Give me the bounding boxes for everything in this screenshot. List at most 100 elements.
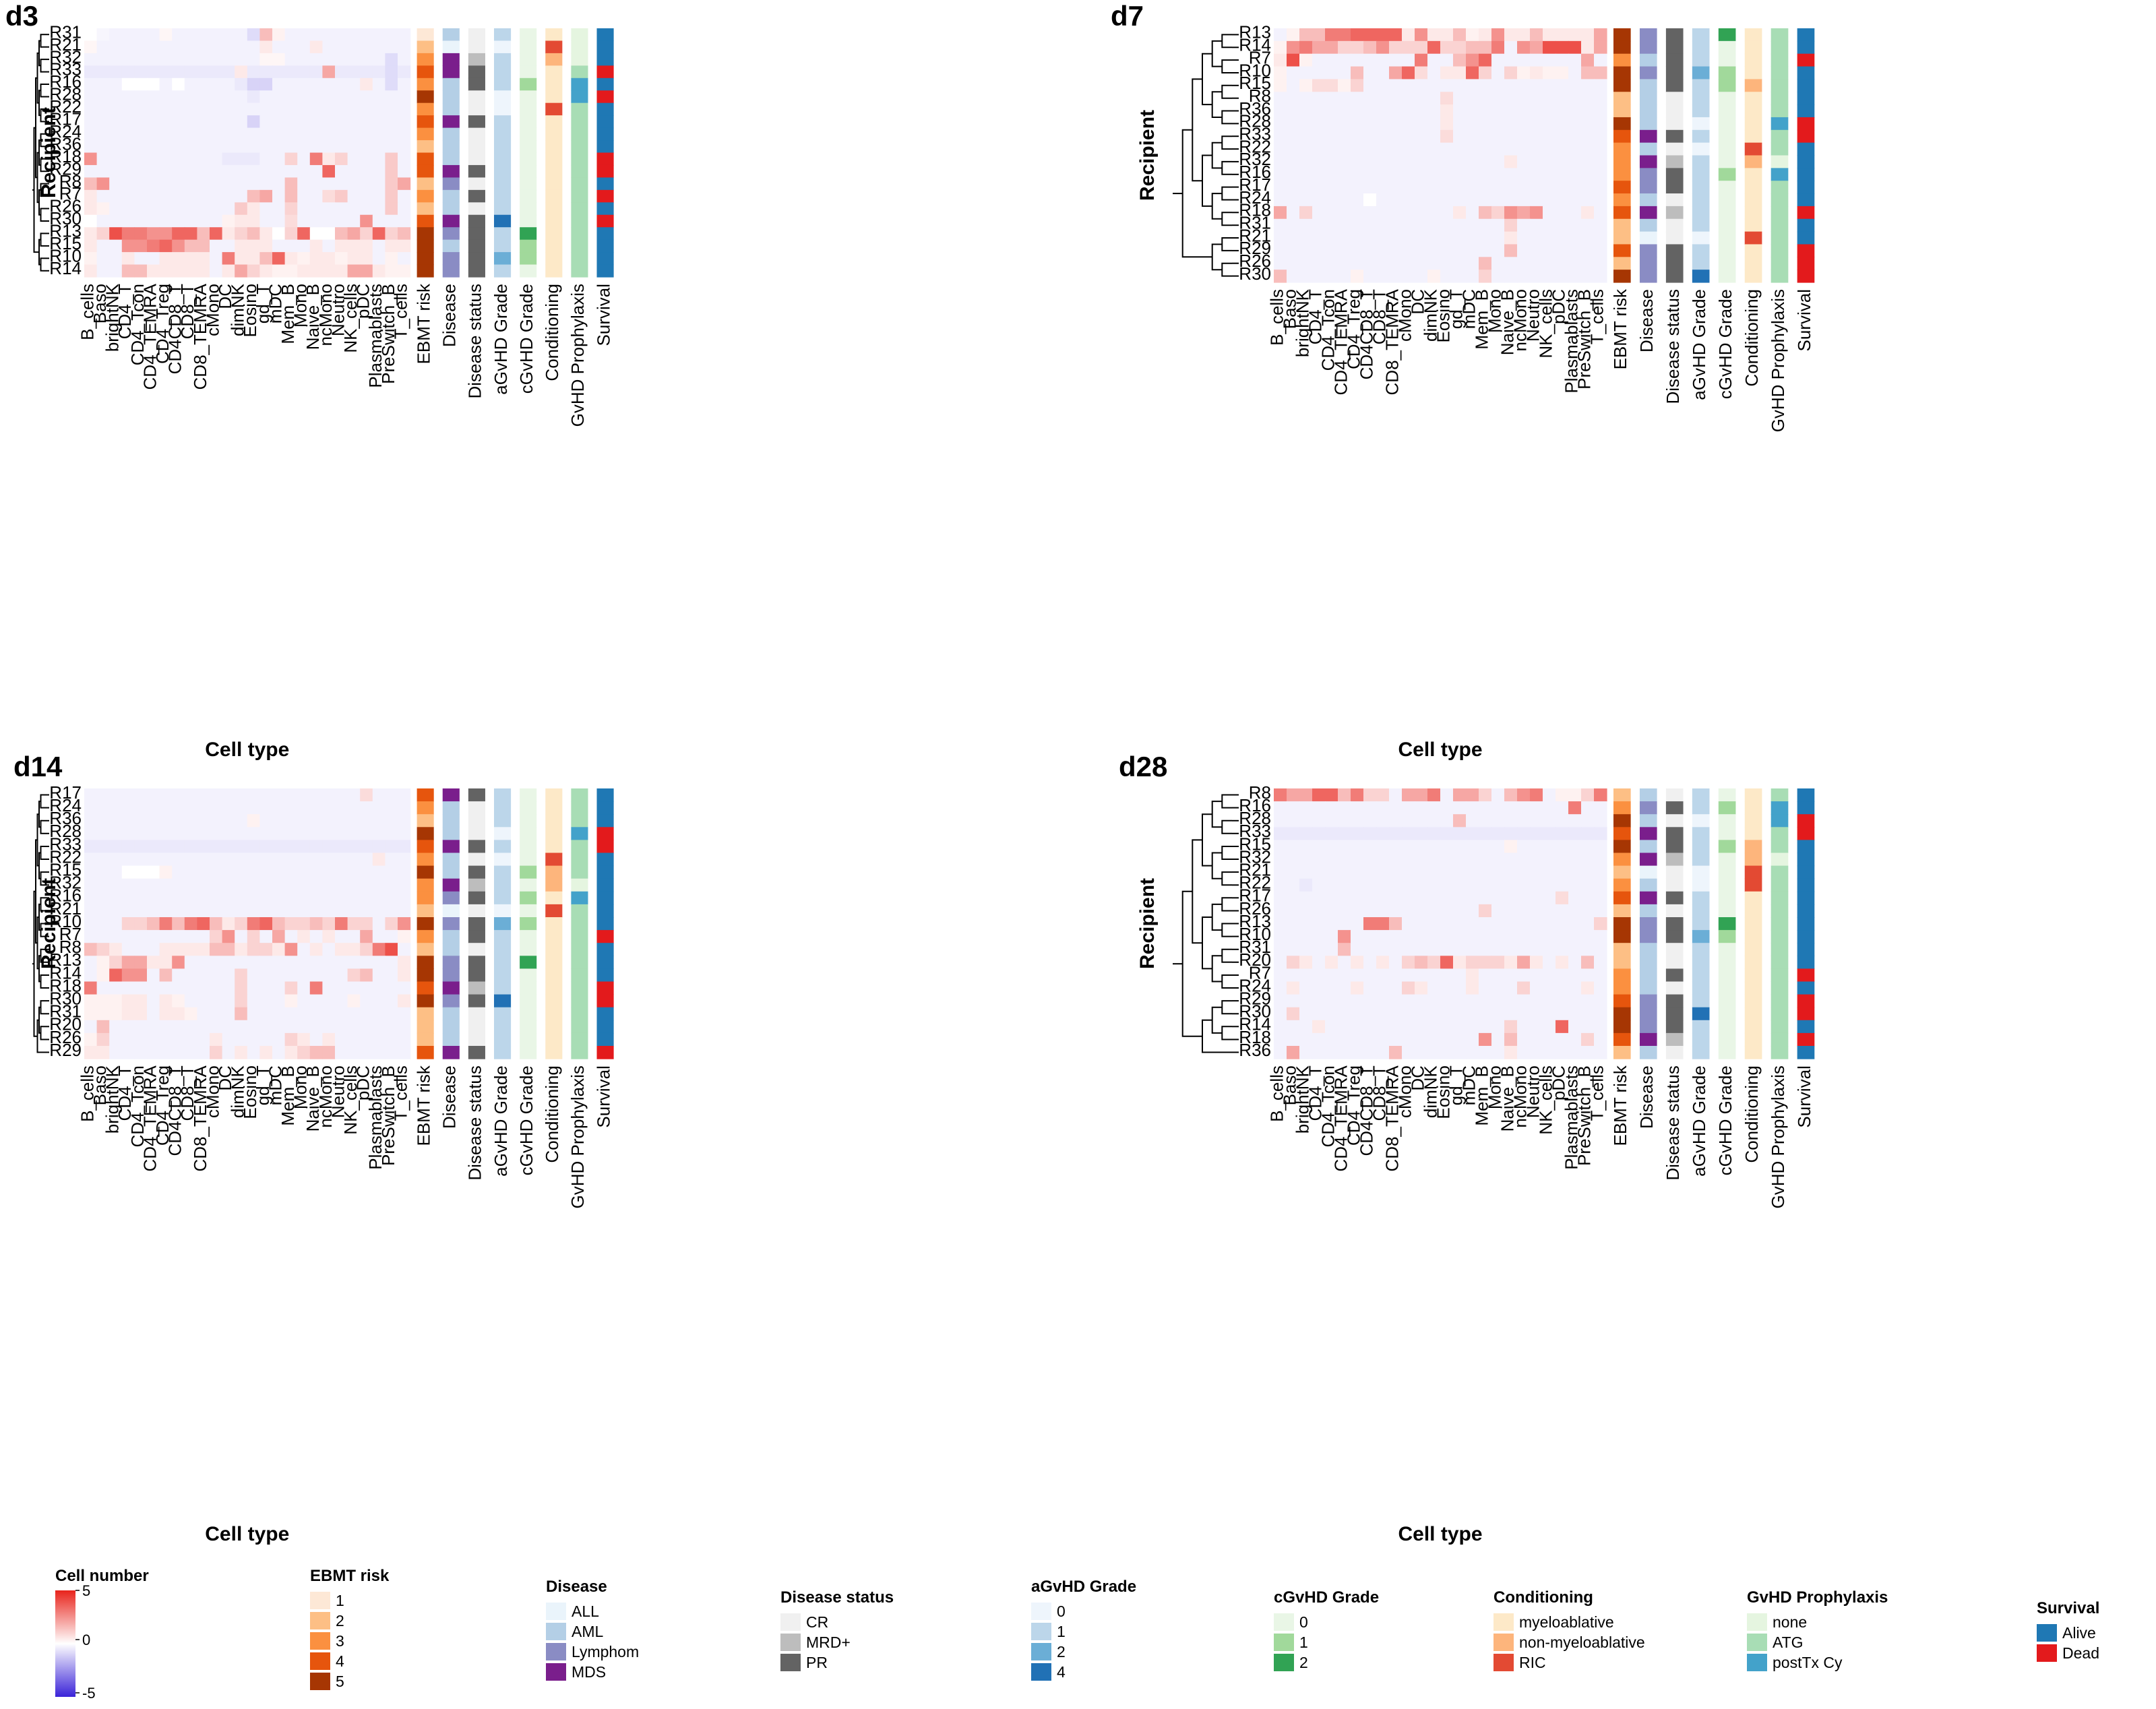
color-scale-title: Cell number: [55, 1567, 149, 1585]
annotation-cell: [1665, 79, 1684, 92]
annotation-cell: [1613, 956, 1631, 969]
heatmap-cell: [322, 40, 336, 54]
heatmap-cell: [147, 202, 160, 216]
annotation-cell: [545, 917, 563, 931]
heatmap-cell: [309, 1032, 323, 1047]
heatmap-cell: [1466, 117, 1479, 131]
heatmap-cell: [272, 177, 286, 191]
heatmap-cell: [96, 264, 110, 278]
heatmap-cell: [109, 140, 123, 154]
annotation-cell: [520, 177, 537, 191]
heatmap-cell: [297, 77, 311, 91]
annotation-cell: [417, 127, 434, 141]
heatmap-cell: [172, 214, 185, 228]
heatmap-cell: [1351, 852, 1364, 867]
dendrogram-branch: [40, 208, 42, 222]
heatmap-cell: [210, 140, 223, 154]
heatmap-cell: [259, 227, 273, 241]
cell-type-label: Baso: [1280, 1065, 1300, 1105]
heatmap-cell: [1543, 788, 1556, 802]
heatmap-cell: [1415, 40, 1428, 55]
heatmap-cell: [1491, 53, 1505, 67]
heatmap-cell: [1402, 244, 1415, 257]
heatmap-cell: [1594, 943, 1607, 956]
annotation-cell: [1797, 117, 1815, 131]
recipient-label: R30: [49, 989, 82, 1009]
heatmap-cell: [272, 840, 286, 854]
heatmap-cell: [272, 152, 286, 166]
heatmap-cell: [84, 214, 98, 228]
heatmap-cell: [1389, 981, 1403, 995]
heatmap-cell: [272, 956, 286, 969]
heatmap-cell: [1338, 40, 1351, 55]
heatmap-cell: [1427, 257, 1441, 270]
heatmap-cell: [1453, 104, 1467, 118]
heatmap-cell: [96, 904, 110, 918]
legend-item-label: 5: [336, 1673, 344, 1690]
annotation-cell: [1770, 104, 1789, 118]
heatmap-cell: [1351, 1020, 1364, 1034]
heatmap-cell: [1504, 244, 1518, 257]
heatmap-cell: [159, 788, 173, 802]
heatmap-cell: [1389, 1032, 1403, 1047]
heatmap-cell: [235, 994, 248, 1008]
annotation-cell: [1744, 129, 1762, 144]
annotation-cell: [520, 956, 537, 969]
heatmap-cell: [134, 814, 148, 828]
heatmap-cell: [147, 189, 160, 203]
annotation-cell: [1718, 1020, 1736, 1034]
heatmap-cell: [1466, 1020, 1479, 1034]
color-scale-tick-label: 0: [82, 1632, 90, 1648]
legend-swatch: [780, 1613, 801, 1631]
dendrogram-branch: [40, 846, 42, 860]
cell-type-label: Plasmablasts: [365, 284, 386, 388]
heatmap-cell: [222, 140, 235, 154]
heatmap-cell: [1581, 218, 1595, 232]
heatmap-cell: [1517, 943, 1531, 956]
heatmap-cell: [1594, 193, 1607, 207]
heatmap-cell: [297, 202, 311, 216]
cell-type-label: CD4_TEMRA: [140, 283, 160, 390]
annotation-cell: [1718, 1007, 1736, 1021]
annotation-cell: [1718, 142, 1736, 156]
annotation-cell: [493, 865, 512, 879]
annotation-cell: [1665, 117, 1684, 131]
annotation-cell: [1692, 244, 1710, 257]
heatmap-cell: [1581, 168, 1595, 181]
heatmap-cell: [197, 943, 210, 956]
panel-title: d14: [13, 751, 63, 782]
heatmap-cell: [1491, 788, 1505, 802]
annotation-cell: [596, 28, 614, 42]
heatmap-cell: [159, 77, 173, 91]
heatmap-cell: [1530, 79, 1543, 92]
heatmap-cell: [1491, 956, 1505, 969]
heatmap-cell: [1517, 930, 1531, 943]
heatmap-cell: [259, 956, 273, 969]
heatmap-cell: [197, 968, 210, 983]
heatmap-cell: [1389, 852, 1403, 867]
heatmap-cell: [335, 891, 348, 905]
heatmap-cell: [1415, 142, 1428, 156]
heatmap-cell: [309, 981, 323, 995]
cell-type-label: Naive_B: [303, 284, 323, 350]
heatmap-cell: [1274, 891, 1287, 905]
heatmap-cell: [134, 891, 148, 905]
heatmap-cell: [1517, 1007, 1531, 1021]
annotation-cell: [1770, 788, 1789, 802]
heatmap-cell: [197, 852, 210, 867]
heatmap-cell: [347, 852, 361, 867]
heatmap-cell: [1287, 1007, 1300, 1021]
annotation-cell: [417, 214, 434, 228]
heatmap-cell: [1530, 981, 1543, 995]
recipient-label: R15: [49, 233, 82, 253]
heatmap-cell: [210, 189, 223, 203]
heatmap-cell: [297, 140, 311, 154]
heatmap-cell: [1274, 40, 1287, 55]
annotation-cell: [442, 177, 460, 191]
heatmap-cell: [1479, 904, 1492, 918]
heatmap-cell: [1594, 891, 1607, 905]
heatmap-cell: [1287, 981, 1300, 995]
heatmap-cell: [1299, 270, 1313, 283]
heatmap-cell: [1568, 891, 1582, 905]
